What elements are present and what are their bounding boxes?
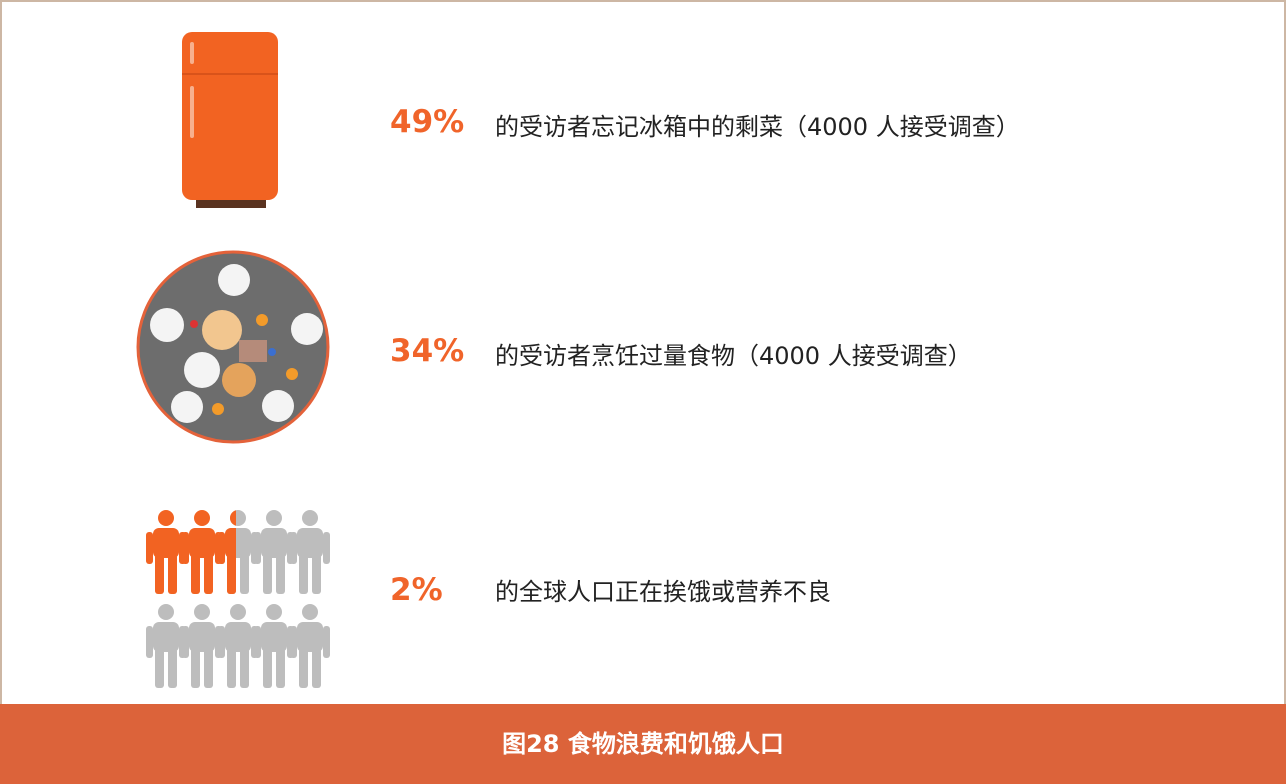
table-icon	[136, 250, 330, 444]
percent: 49%	[390, 104, 465, 140]
fridge-icon	[182, 32, 278, 208]
caption: 图28 食物浪费和饥饿人口	[0, 704, 1286, 784]
percent: 2%	[390, 572, 443, 608]
description: 的受访者忘记冰箱中的剩菜（4000 人接受调查）	[495, 113, 1020, 141]
percent: 34%	[390, 333, 465, 369]
icons	[136, 32, 330, 688]
description: 的受访者烹饪过量食物（4000 人接受调查）	[495, 342, 972, 370]
people-icon	[146, 510, 330, 688]
description: 的全球人口正在挨饿或营养不良	[495, 578, 831, 606]
